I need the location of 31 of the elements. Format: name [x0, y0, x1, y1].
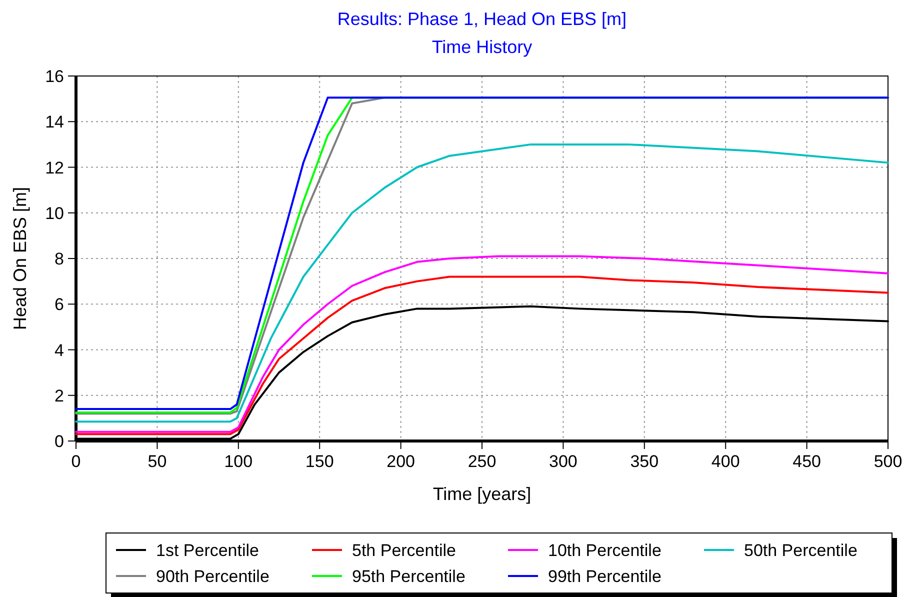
y-tick-label: 14 — [45, 112, 64, 132]
y-tick-label: 0 — [54, 432, 64, 451]
y-tick-label: 8 — [54, 250, 64, 268]
x-tick-label: 300 — [549, 452, 578, 471]
x-axis-title: Time [years] — [432, 484, 532, 504]
y-tick-label: 10 — [45, 204, 64, 223]
legend-label: 10th Percentile — [548, 541, 662, 560]
y-tick-label: 6 — [54, 295, 64, 314]
y-tick-label: 2 — [54, 386, 64, 406]
x-tick-label: 200 — [386, 452, 415, 471]
legend-label: 99th Percentile — [548, 567, 662, 586]
legend-label: 90th Percentile — [156, 567, 270, 586]
chart-subtitle: Time History — [432, 37, 532, 57]
x-tick-label: 400 — [711, 452, 740, 471]
y-axis-title: Head On EBS [m] — [10, 186, 30, 330]
y-tick-label: 4 — [54, 340, 64, 360]
x-tick-label: 150 — [305, 452, 334, 471]
legend-label: 5th Percentile — [352, 541, 456, 560]
legend-label: 95th Percentile — [352, 567, 466, 586]
x-tick-label: 250 — [468, 452, 496, 471]
x-tick-label: 0 — [71, 452, 81, 471]
legend-label: 50th Percentile — [744, 541, 858, 560]
x-tick-label: 100 — [224, 452, 253, 471]
x-tick-label: 450 — [792, 452, 821, 471]
y-tick-label: 16 — [45, 67, 64, 86]
x-tick-label: 350 — [630, 452, 659, 471]
x-tick-label: 500 — [874, 452, 902, 471]
y-tick-label: 12 — [45, 158, 64, 178]
x-tick-label: 50 — [148, 452, 167, 471]
chart-title: Results: Phase 1, Head On EBS [m] — [337, 9, 627, 29]
legend-label: 1st Percentile — [156, 541, 259, 560]
